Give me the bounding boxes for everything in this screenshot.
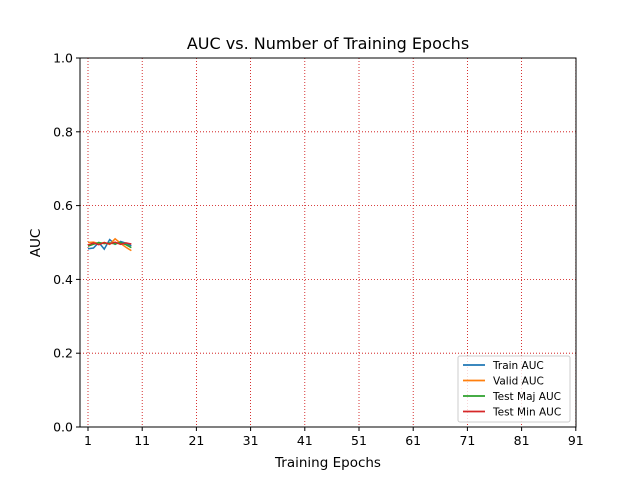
x-tick-label: 71 xyxy=(459,433,475,448)
x-tick-label: 81 xyxy=(514,433,530,448)
x-tick-label: 21 xyxy=(188,433,204,448)
y-tick-label: 1.0 xyxy=(53,51,73,66)
x-tick-label: 1 xyxy=(84,433,92,448)
legend-label: Train AUC xyxy=(492,360,544,372)
x-tick-label: 31 xyxy=(243,433,259,448)
legend-label: Test Min AUC xyxy=(492,406,561,418)
legend-box xyxy=(457,355,571,423)
y-axis-ticks: 0.0 0.2 0.4 0.6 0.8 1.0 xyxy=(53,51,80,435)
legend: Train AUC Valid AUC Test Maj AUC Test Min A… xyxy=(457,355,571,423)
y-axis-title: AUC xyxy=(28,229,44,258)
x-axis-title: Training Epochs xyxy=(274,455,381,471)
chart-title: AUC vs. Number of Training Epochs xyxy=(187,34,469,53)
legend-label: Valid AUC xyxy=(493,375,544,387)
legend-label: Test Maj AUC xyxy=(492,391,561,403)
x-tick-label: 91 xyxy=(568,433,584,448)
y-tick-label: 0.2 xyxy=(53,346,73,361)
series-lines xyxy=(87,237,132,252)
x-axis-ticks: 1 11 21 31 41 51 61 71 81 91 xyxy=(84,427,584,448)
plot-frame xyxy=(79,57,577,428)
y-tick-label: 0.0 xyxy=(53,420,73,435)
y-tick-label: 0.8 xyxy=(53,124,73,139)
y-tick-label: 0.4 xyxy=(53,272,73,287)
x-tick-label: 61 xyxy=(405,433,421,448)
y-tick-label: 0.6 xyxy=(53,198,73,213)
x-tick-label: 41 xyxy=(297,433,313,448)
x-tick-label: 51 xyxy=(351,433,367,448)
series-line-3 xyxy=(87,241,132,246)
x-tick-label: 11 xyxy=(134,433,150,448)
